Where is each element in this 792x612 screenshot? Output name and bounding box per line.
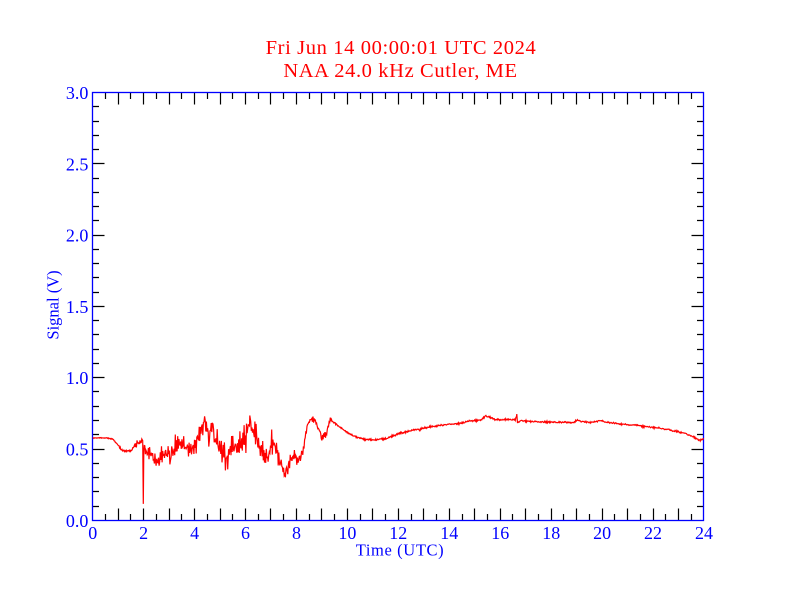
svg-text:20: 20: [593, 523, 611, 543]
svg-text:0.0: 0.0: [66, 511, 89, 531]
svg-text:Fri Jun 14 00:00:01 UTC 2024: Fri Jun 14 00:00:01 UTC 2024: [266, 37, 537, 59]
svg-text:3.0: 3.0: [66, 83, 89, 103]
svg-text:Signal (V): Signal (V): [44, 270, 63, 339]
svg-text:Time (UTC): Time (UTC): [356, 541, 445, 560]
svg-text:2.5: 2.5: [66, 154, 89, 174]
svg-text:10: 10: [338, 523, 356, 543]
svg-text:8: 8: [292, 523, 301, 543]
svg-text:12: 12: [389, 523, 407, 543]
svg-text:22: 22: [644, 523, 662, 543]
svg-text:NAA 24.0 kHz Cutler, ME: NAA 24.0 kHz Cutler, ME: [283, 60, 517, 82]
svg-text:18: 18: [542, 523, 560, 543]
svg-text:1.5: 1.5: [66, 297, 89, 317]
svg-text:0: 0: [88, 523, 97, 543]
svg-text:14: 14: [440, 523, 458, 543]
svg-text:4: 4: [190, 523, 199, 543]
svg-text:2.0: 2.0: [66, 226, 89, 246]
svg-text:16: 16: [491, 523, 509, 543]
svg-text:24: 24: [695, 523, 713, 543]
svg-text:2: 2: [139, 523, 148, 543]
svg-text:0.5: 0.5: [66, 440, 89, 460]
svg-text:6: 6: [241, 523, 250, 543]
svg-text:1.0: 1.0: [66, 368, 89, 388]
